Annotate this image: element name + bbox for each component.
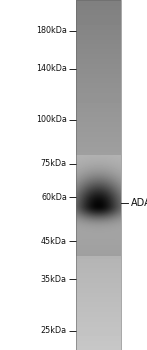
Text: 60kDa: 60kDa bbox=[41, 193, 67, 202]
Text: 35kDa: 35kDa bbox=[41, 275, 67, 284]
Text: 100kDa: 100kDa bbox=[36, 116, 67, 124]
Text: 25kDa: 25kDa bbox=[41, 326, 67, 335]
Text: 45kDa: 45kDa bbox=[41, 237, 67, 246]
Bar bbox=[76, 0, 121, 350]
Text: ADA2: ADA2 bbox=[131, 198, 147, 208]
Text: 75kDa: 75kDa bbox=[41, 159, 67, 168]
Text: 180kDa: 180kDa bbox=[36, 26, 67, 35]
Text: 140kDa: 140kDa bbox=[36, 64, 67, 73]
